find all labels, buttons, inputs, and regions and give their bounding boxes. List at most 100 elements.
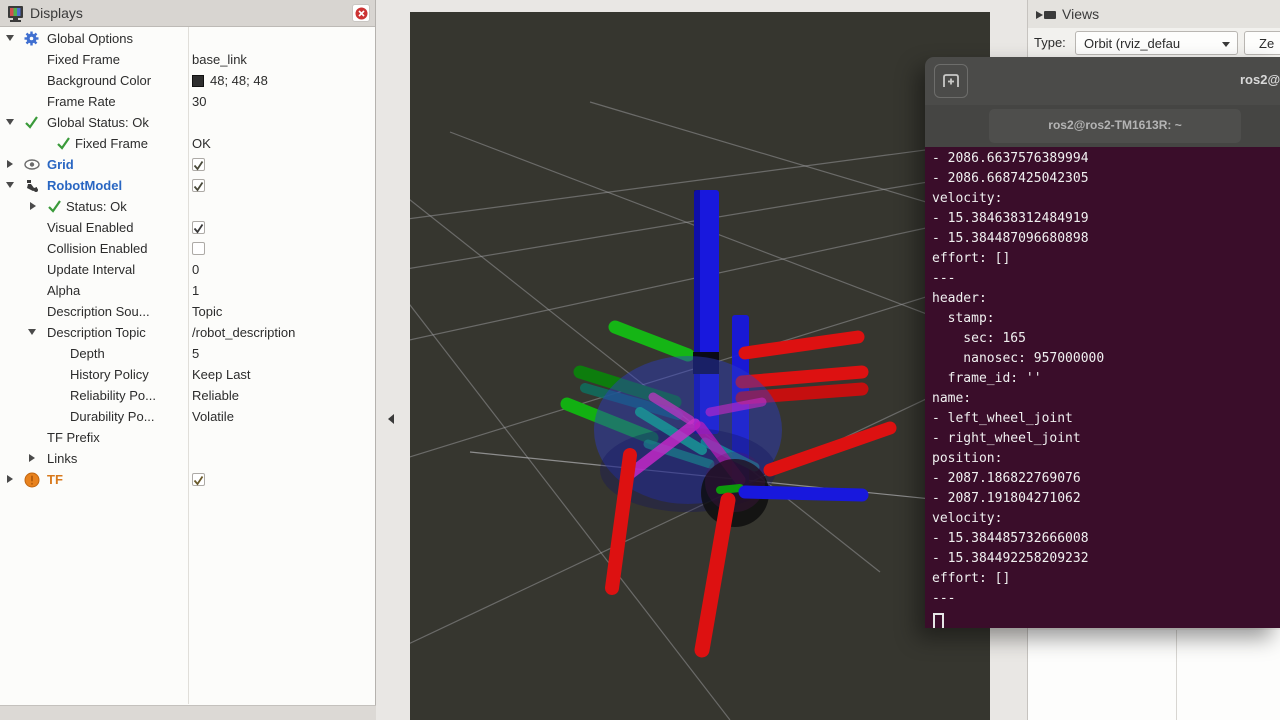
- chevron-right-icon[interactable]: [7, 475, 13, 483]
- robot-joint-block: [693, 352, 719, 374]
- chevron-down-icon[interactable]: [6, 182, 14, 188]
- tree-label: Status: Ok: [66, 199, 127, 214]
- tree-row-collision-enabled[interactable]: Collision Enabled: [0, 238, 375, 259]
- visual-enabled-checkbox[interactable]: [192, 221, 205, 234]
- terminal-line: name:: [932, 391, 972, 406]
- terminal-line: - right_wheel_joint: [932, 431, 1081, 446]
- tree-value[interactable]: Reliable: [192, 388, 239, 403]
- tree-row-description-source[interactable]: Description Sou... Topic: [0, 301, 375, 322]
- tree-row-frame-rate[interactable]: Frame Rate 30: [0, 91, 375, 112]
- tree-label: Global Options: [47, 31, 133, 46]
- terminal-output[interactable]: - 2086.6637576389994 - 2086.668742504230…: [925, 147, 1280, 628]
- robot-wheel: [701, 459, 769, 527]
- chevron-down-icon[interactable]: [6, 119, 14, 125]
- tree-row-background-color[interactable]: Background Color 48; 48; 48: [0, 70, 375, 91]
- views-list-area[interactable]: [1028, 630, 1280, 720]
- tree-row-robot-status[interactable]: Status: Ok: [0, 196, 375, 217]
- check-icon: [56, 136, 71, 151]
- tree-row-history-policy[interactable]: History Policy Keep Last: [0, 364, 375, 385]
- tree-value[interactable]: /robot_description: [192, 325, 296, 340]
- tree-row-tf[interactable]: TF: [0, 469, 375, 490]
- terminal-titlebar[interactable]: ros2@: [925, 57, 1280, 105]
- views-panel-title: Views: [1062, 6, 1100, 22]
- color-swatch[interactable]: [192, 75, 204, 87]
- tree-label: Collision Enabled: [47, 241, 148, 256]
- check-icon: [47, 199, 62, 214]
- tree-row-visual-enabled[interactable]: Visual Enabled: [0, 217, 375, 238]
- tree-row-durability-policy[interactable]: Durability Po... Volatile: [0, 406, 375, 427]
- collision-enabled-checkbox[interactable]: [192, 242, 205, 255]
- tree-label: Reliability Po...: [70, 388, 156, 403]
- tree-label: Fixed Frame: [47, 52, 120, 67]
- terminal-line: - 2087.191804271062: [932, 491, 1081, 506]
- tree-label: Fixed Frame: [75, 136, 148, 151]
- terminal-line: - 15.384485732666008: [932, 531, 1089, 546]
- tree-row-robotmodel[interactable]: RobotModel: [0, 175, 375, 196]
- robot-axes-red-upper: [735, 330, 869, 405]
- tf-enabled-checkbox[interactable]: [192, 473, 205, 486]
- terminal-window[interactable]: ros2@ ros2@ros2-TM1613R: ~ - 2086.663757…: [925, 57, 1280, 628]
- tree-value[interactable]: 0: [192, 262, 200, 277]
- robot-model-icon: [24, 178, 39, 193]
- tree-row-fixed-frame[interactable]: Fixed Frame base_link: [0, 49, 375, 70]
- terminal-line: - 15.384638312484919: [932, 211, 1089, 226]
- tree-row-description-topic[interactable]: Description Topic /robot_description: [0, 322, 375, 343]
- tree-row-grid[interactable]: Grid: [0, 154, 375, 175]
- chevron-right-icon[interactable]: [7, 160, 13, 168]
- tree-column-divider[interactable]: [188, 27, 189, 704]
- tree-label: RobotModel: [47, 178, 123, 193]
- view-type-dropdown[interactable]: Orbit (rviz_defau: [1075, 31, 1238, 55]
- tree-value[interactable]: 48; 48; 48: [210, 73, 268, 88]
- terminal-line: - 2086.6637576389994: [932, 151, 1089, 166]
- tree-row-global-status[interactable]: Global Status: Ok: [0, 112, 375, 133]
- tree-row-reliability-policy[interactable]: Reliability Po... Reliable: [0, 385, 375, 406]
- tree-row-update-interval[interactable]: Update Interval 0: [0, 259, 375, 280]
- tree-label: Description Sou...: [47, 304, 150, 319]
- tree-label: Frame Rate: [47, 94, 116, 109]
- tree-value[interactable]: Volatile: [192, 409, 234, 424]
- terminal-line: ---: [932, 271, 956, 286]
- terminal-line: stamp:: [932, 311, 995, 326]
- views-panel-header[interactable]: Views: [1028, 0, 1280, 28]
- terminal-tab-bar: ros2@ros2-TM1613R: ~: [925, 105, 1280, 147]
- robot-axis-blue-wheel: [738, 485, 869, 502]
- chevron-right-icon[interactable]: [30, 202, 36, 210]
- grid-enabled-checkbox[interactable]: [192, 158, 205, 171]
- tree-row-fixed-frame-status[interactable]: Fixed Frame OK: [0, 133, 375, 154]
- views-type-label: Type:: [1034, 35, 1066, 50]
- render-viewport-3d[interactable]: [399, 12, 1001, 720]
- zero-button[interactable]: Ze: [1244, 31, 1280, 55]
- terminal-tab-label: ros2@ros2-TM1613R: ~: [1048, 118, 1182, 132]
- tree-value[interactable]: 1: [192, 283, 200, 298]
- tree-row-tf-prefix[interactable]: TF Prefix: [0, 427, 375, 448]
- tree-value[interactable]: Topic: [192, 304, 223, 319]
- terminal-line: position:: [932, 451, 1003, 466]
- terminal-line: - 2087.186822769076: [932, 471, 1081, 486]
- chevron-down-icon[interactable]: [28, 329, 36, 335]
- terminal-line: nanosec: 957000000: [932, 351, 1105, 366]
- robotmodel-enabled-checkbox[interactable]: [192, 179, 205, 192]
- close-icon[interactable]: [352, 4, 370, 22]
- new-tab-button[interactable]: [934, 64, 968, 98]
- terminal-tab[interactable]: ros2@ros2-TM1613R: ~: [989, 109, 1241, 143]
- tree-label: Links: [47, 451, 78, 466]
- tree-value[interactable]: 30: [192, 94, 207, 109]
- tree-value[interactable]: base_link: [192, 52, 247, 67]
- chevron-down-icon: [1222, 42, 1230, 47]
- collapse-panel-arrow-icon[interactable]: [388, 414, 394, 424]
- tree-row-alpha[interactable]: Alpha 1: [0, 280, 375, 301]
- tf-warning-icon: [24, 472, 40, 488]
- displays-tree: Global Options Fixed Frame base_link Bac…: [0, 27, 376, 720]
- tree-value[interactable]: Keep Last: [192, 367, 251, 382]
- tree-row-links[interactable]: Links: [0, 448, 375, 469]
- terminal-line: velocity:: [932, 191, 1003, 206]
- tree-row-global-options[interactable]: Global Options: [0, 28, 375, 49]
- views-camera-icon: [1036, 11, 1056, 19]
- chevron-down-icon[interactable]: [6, 35, 14, 41]
- displays-panel-header[interactable]: Displays: [0, 0, 375, 27]
- chevron-right-icon[interactable]: [29, 454, 35, 462]
- tree-row-depth[interactable]: Depth 5: [0, 343, 375, 364]
- terminal-line: ---: [932, 591, 956, 606]
- terminal-line: frame_id: '': [932, 371, 1042, 386]
- tree-value[interactable]: 5: [192, 346, 200, 361]
